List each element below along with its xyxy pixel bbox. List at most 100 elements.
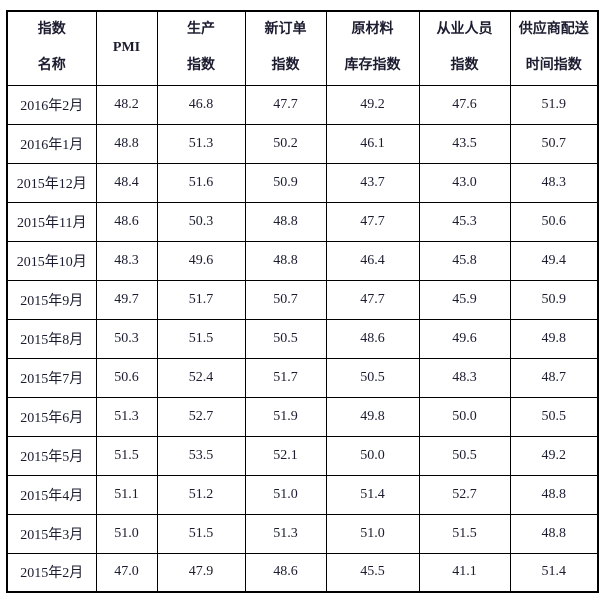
- value-cell: 51.0: [325, 513, 420, 554]
- value-cell: 50.5: [325, 357, 420, 398]
- value-cell: 51.1: [95, 474, 158, 515]
- table-row: 2016年2月 48.2 46.8 47.7 49.2 47.6 51.9: [6, 84, 599, 125]
- value-cell: 51.5: [418, 513, 511, 554]
- value-cell: 48.3: [95, 240, 158, 281]
- value-cell: 51.7: [244, 357, 327, 398]
- value-cell: 50.5: [418, 435, 511, 476]
- value-cell: 53.5: [156, 435, 246, 476]
- value-cell: 50.5: [244, 318, 327, 359]
- table-row: 2015年5月 51.5 53.5 52.1 50.0 50.5 49.2: [6, 435, 599, 476]
- value-cell: 50.6: [509, 201, 599, 242]
- value-cell: 50.3: [95, 318, 158, 359]
- column-header-line: 指数: [187, 58, 215, 74]
- value-cell: 50.9: [509, 279, 599, 320]
- value-cell: 41.1: [418, 552, 511, 593]
- month-cell: 2015年7月: [6, 357, 97, 398]
- value-cell: 43.7: [325, 162, 420, 203]
- column-header-pmi: PMI: [95, 10, 158, 86]
- value-cell: 52.1: [244, 435, 327, 476]
- month-cell: 2015年3月: [6, 513, 97, 554]
- month-cell: 2015年10月: [6, 240, 97, 281]
- value-cell: 51.6: [156, 162, 246, 203]
- value-cell: 51.0: [95, 513, 158, 554]
- value-cell: 45.9: [418, 279, 511, 320]
- column-header-line: 从业人员: [436, 22, 493, 38]
- value-cell: 47.7: [325, 279, 420, 320]
- value-cell: 50.5: [509, 396, 599, 437]
- value-cell: 45.5: [325, 552, 420, 593]
- value-cell: 45.3: [418, 201, 511, 242]
- value-cell: 48.2: [95, 84, 158, 125]
- value-cell: 46.1: [325, 123, 420, 164]
- column-header-line: PMI: [112, 40, 141, 56]
- table-row: 2015年12月 48.4 51.6 50.9 43.7 43.0 48.3: [6, 162, 599, 203]
- value-cell: 48.6: [95, 201, 158, 242]
- column-header-line: 时间指数: [525, 58, 582, 74]
- value-cell: 52.7: [156, 396, 246, 437]
- value-cell: 48.3: [418, 357, 511, 398]
- value-cell: 50.6: [95, 357, 158, 398]
- value-cell: 49.2: [509, 435, 599, 476]
- column-header-line: 生产: [187, 22, 215, 38]
- value-cell: 48.8: [244, 201, 327, 242]
- value-cell: 51.2: [156, 474, 246, 515]
- column-header-line: 新订单: [264, 22, 307, 38]
- value-cell: 48.3: [509, 162, 599, 203]
- value-cell: 51.3: [95, 396, 158, 437]
- column-header-line: 指数: [450, 58, 479, 74]
- value-cell: 43.5: [418, 123, 511, 164]
- month-cell: 2015年6月: [6, 396, 97, 437]
- value-cell: 49.8: [509, 318, 599, 359]
- month-cell: 2015年8月: [6, 318, 97, 359]
- value-cell: 52.4: [156, 357, 246, 398]
- table-row: 2015年3月 51.0 51.5 51.3 51.0 51.5 48.8: [6, 513, 599, 554]
- table-row: 2015年7月 50.6 52.4 51.7 50.5 48.3 48.7: [6, 357, 599, 398]
- table-row: 2015年10月 48.3 49.6 48.8 46.4 45.8 49.4: [6, 240, 599, 281]
- value-cell: 48.6: [244, 552, 327, 593]
- table-row: 2015年8月 50.3 51.5 50.5 48.6 49.6 49.8: [6, 318, 599, 359]
- value-cell: 45.8: [418, 240, 511, 281]
- value-cell: 47.7: [325, 201, 420, 242]
- value-cell: 49.6: [418, 318, 511, 359]
- value-cell: 51.4: [509, 552, 599, 593]
- table-header: 指数 名称 PMI 生产 指数 新订单 指数 原材料 库存指数 从业人员 指数 供应商配送 时间指数: [6, 10, 599, 86]
- value-cell: 49.6: [156, 240, 246, 281]
- table-row: 2015年2月 47.0 47.9 48.6 45.5 41.1 51.4: [6, 552, 599, 593]
- month-cell: 2015年11月: [6, 201, 97, 242]
- value-cell: 51.3: [244, 513, 327, 554]
- month-cell: 2016年2月: [6, 84, 97, 125]
- value-cell: 49.4: [509, 240, 599, 281]
- table-row: 2015年4月 51.1 51.2 51.0 51.4 52.7 48.8: [6, 474, 599, 515]
- column-header-raw-materials: 原材料 库存指数: [325, 10, 420, 86]
- value-cell: 48.6: [325, 318, 420, 359]
- table-row: 2015年11月 48.6 50.3 48.8 47.7 45.3 50.6: [6, 201, 599, 242]
- month-cell: 2015年12月: [6, 162, 97, 203]
- value-cell: 46.4: [325, 240, 420, 281]
- value-cell: 50.9: [244, 162, 327, 203]
- month-cell: 2015年5月: [6, 435, 97, 476]
- value-cell: 50.0: [325, 435, 420, 476]
- value-cell: 48.7: [509, 357, 599, 398]
- value-cell: 50.0: [418, 396, 511, 437]
- value-cell: 48.8: [509, 513, 599, 554]
- value-cell: 51.5: [156, 318, 246, 359]
- column-header-line: 库存指数: [344, 58, 401, 74]
- header-row: 指数 名称 PMI 生产 指数 新订单 指数 原材料 库存指数 从业人员 指数 供应商配送 时间指数: [6, 10, 599, 86]
- column-header-new-orders: 新订单 指数: [244, 10, 327, 86]
- column-header-line: 指数: [37, 22, 66, 38]
- value-cell: 50.2: [244, 123, 327, 164]
- table-row: 2015年9月 49.7 51.7 50.7 47.7 45.9 50.9: [6, 279, 599, 320]
- value-cell: 51.3: [156, 123, 246, 164]
- value-cell: 52.7: [418, 474, 511, 515]
- column-header-line: 原材料: [351, 22, 394, 38]
- value-cell: 48.8: [509, 474, 599, 515]
- column-header-employment: 从业人员 指数: [418, 10, 511, 86]
- value-cell: 47.6: [418, 84, 511, 125]
- value-cell: 48.4: [95, 162, 158, 203]
- value-cell: 51.4: [325, 474, 420, 515]
- value-cell: 50.3: [156, 201, 246, 242]
- value-cell: 51.5: [95, 435, 158, 476]
- value-cell: 43.0: [418, 162, 511, 203]
- value-cell: 49.8: [325, 396, 420, 437]
